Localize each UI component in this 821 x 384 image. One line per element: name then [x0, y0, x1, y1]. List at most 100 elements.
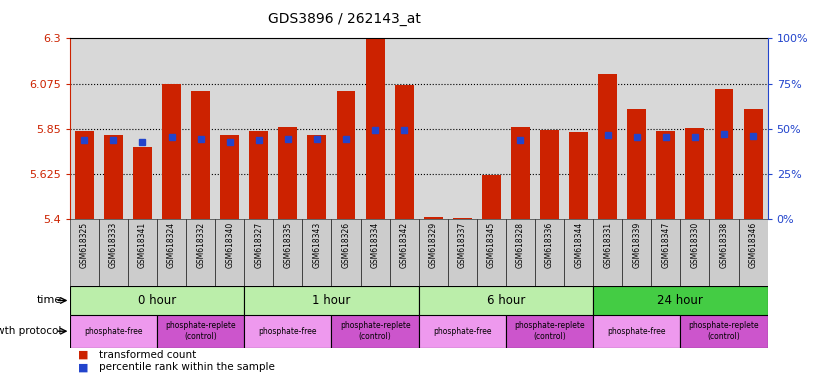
- Bar: [104, 135, 123, 219]
- Bar: [681, 315, 768, 348]
- Bar: [540, 130, 559, 219]
- Text: GSM618324: GSM618324: [167, 222, 176, 268]
- Text: phosphate-free: phosphate-free: [259, 327, 317, 336]
- Text: GSM618331: GSM618331: [603, 222, 612, 268]
- Bar: [627, 109, 646, 219]
- Bar: [157, 315, 245, 348]
- Bar: [477, 219, 506, 286]
- Bar: [332, 38, 360, 219]
- Bar: [593, 286, 768, 315]
- Text: transformed count: transformed count: [99, 350, 195, 360]
- Bar: [681, 38, 709, 219]
- Bar: [419, 286, 594, 315]
- Bar: [365, 38, 384, 219]
- Bar: [360, 219, 390, 286]
- Bar: [128, 38, 157, 219]
- Bar: [447, 219, 477, 286]
- Bar: [245, 219, 273, 286]
- Bar: [714, 89, 733, 219]
- Bar: [278, 127, 297, 219]
- Text: GDS3896 / 262143_at: GDS3896 / 262143_at: [268, 12, 421, 25]
- Bar: [162, 84, 181, 219]
- Bar: [191, 91, 210, 219]
- Text: GSM618341: GSM618341: [138, 222, 147, 268]
- Bar: [302, 219, 332, 286]
- Bar: [273, 219, 302, 286]
- Bar: [245, 286, 419, 315]
- Text: 0 hour: 0 hour: [138, 294, 177, 307]
- Bar: [622, 219, 651, 286]
- Bar: [128, 219, 157, 286]
- Text: GSM618333: GSM618333: [109, 222, 118, 268]
- Bar: [70, 286, 245, 315]
- Bar: [75, 131, 94, 219]
- Bar: [70, 38, 99, 219]
- Bar: [506, 315, 594, 348]
- Text: GSM618325: GSM618325: [80, 222, 89, 268]
- Text: GSM618338: GSM618338: [719, 222, 728, 268]
- Text: phosphate-replete
(control): phosphate-replete (control): [165, 321, 236, 341]
- Bar: [511, 127, 530, 219]
- Bar: [709, 38, 739, 219]
- Text: GSM618329: GSM618329: [429, 222, 438, 268]
- Bar: [186, 219, 215, 286]
- Bar: [245, 315, 332, 348]
- Text: 1 hour: 1 hour: [312, 294, 351, 307]
- Bar: [215, 219, 245, 286]
- Text: GSM618346: GSM618346: [749, 222, 758, 268]
- Bar: [302, 38, 332, 219]
- Bar: [686, 127, 704, 219]
- Text: time: time: [36, 295, 62, 306]
- Bar: [395, 84, 414, 219]
- Text: phosphate-replete
(control): phosphate-replete (control): [340, 321, 410, 341]
- Bar: [133, 147, 152, 219]
- Text: GSM618347: GSM618347: [662, 222, 671, 268]
- Bar: [564, 219, 594, 286]
- Bar: [535, 38, 564, 219]
- Bar: [569, 132, 588, 219]
- Bar: [250, 131, 268, 219]
- Bar: [651, 38, 681, 219]
- Text: GSM618344: GSM618344: [574, 222, 583, 268]
- Bar: [506, 219, 535, 286]
- Bar: [447, 38, 477, 219]
- Text: GSM618334: GSM618334: [370, 222, 379, 268]
- Bar: [594, 38, 622, 219]
- Bar: [99, 219, 128, 286]
- Bar: [599, 74, 617, 219]
- Bar: [390, 38, 419, 219]
- Bar: [332, 315, 419, 348]
- Text: GSM618327: GSM618327: [255, 222, 264, 268]
- Bar: [99, 38, 128, 219]
- Text: phosphate-free: phosphate-free: [608, 327, 666, 336]
- Text: GSM618345: GSM618345: [487, 222, 496, 268]
- Bar: [453, 218, 472, 219]
- Bar: [70, 219, 99, 286]
- Bar: [70, 315, 157, 348]
- Bar: [739, 219, 768, 286]
- Bar: [337, 91, 355, 219]
- Bar: [744, 109, 763, 219]
- Bar: [215, 38, 245, 219]
- Text: phosphate-replete
(control): phosphate-replete (control): [689, 321, 759, 341]
- Bar: [419, 38, 447, 219]
- Bar: [308, 135, 327, 219]
- Text: GSM618343: GSM618343: [313, 222, 322, 268]
- Bar: [657, 131, 676, 219]
- Bar: [273, 38, 302, 219]
- Text: phosphate-replete
(control): phosphate-replete (control): [514, 321, 585, 341]
- Bar: [594, 219, 622, 286]
- Text: GSM618335: GSM618335: [283, 222, 292, 268]
- Bar: [245, 38, 273, 219]
- Text: ■: ■: [78, 362, 89, 372]
- Bar: [419, 219, 447, 286]
- Text: GSM618332: GSM618332: [196, 222, 205, 268]
- Bar: [739, 38, 768, 219]
- Bar: [477, 38, 506, 219]
- Bar: [681, 219, 709, 286]
- Text: GSM618342: GSM618342: [400, 222, 409, 268]
- Bar: [535, 219, 564, 286]
- Bar: [482, 175, 501, 219]
- Bar: [506, 38, 535, 219]
- Bar: [709, 219, 739, 286]
